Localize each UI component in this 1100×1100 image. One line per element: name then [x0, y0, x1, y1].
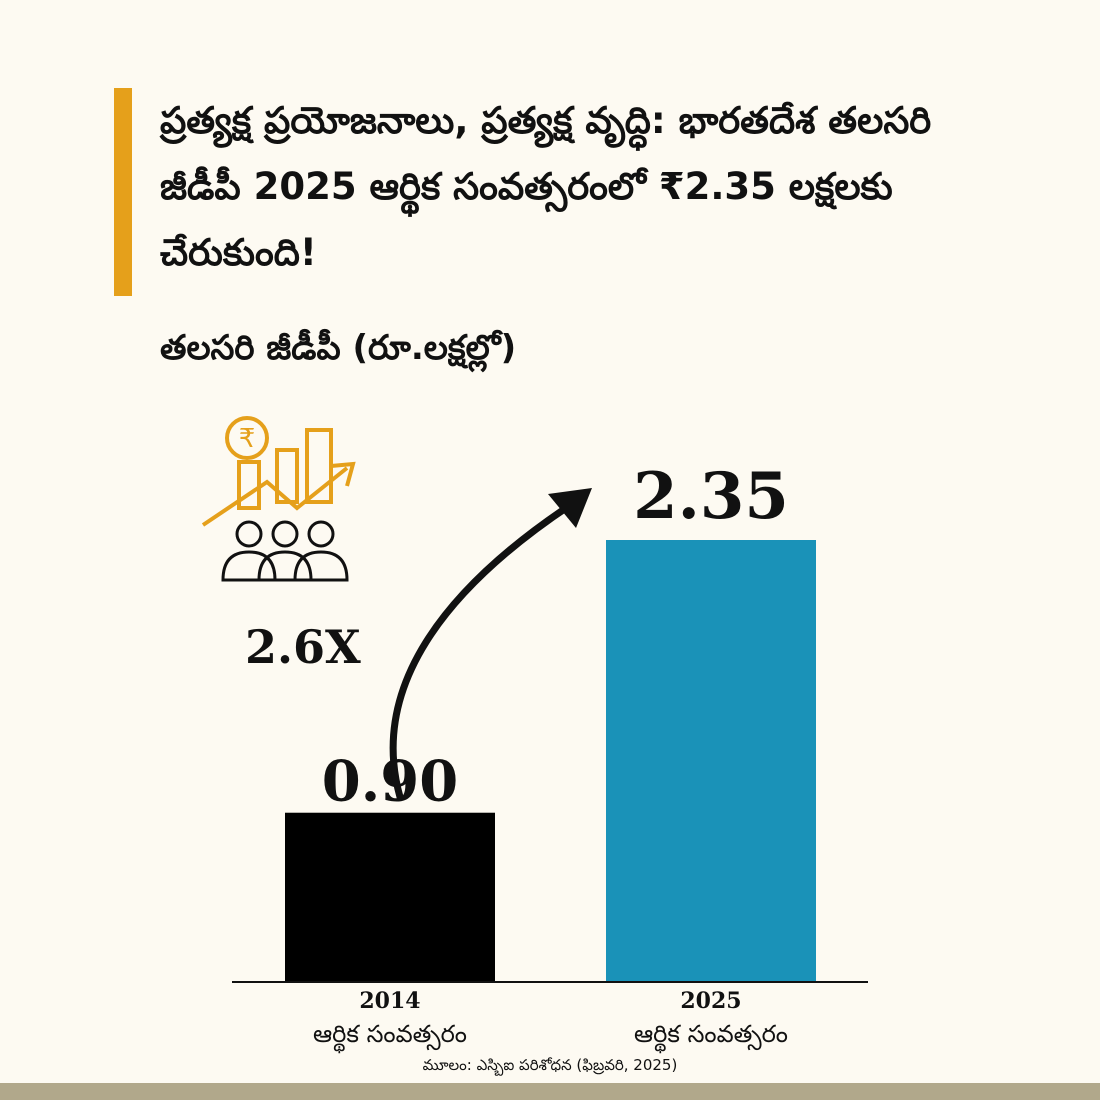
category-year-2014: 2014 — [359, 988, 420, 1014]
title-block: ప్రత్యక్ష ప్రయోజనాలు, ప్రత్యక్ష వృద్ధి: … — [114, 88, 980, 296]
svg-text:₹: ₹ — [239, 424, 256, 454]
growth-multiplier-label: 2.6X — [245, 620, 361, 674]
bottom-bar — [0, 1083, 1100, 1100]
rupee-growth-people-icon: ₹ — [201, 416, 356, 582]
bar-2014 — [285, 812, 495, 982]
category-sublabel-2025: ఆర్థిక సంవత్సరం — [634, 1020, 788, 1054]
growth-arrow — [389, 496, 582, 801]
bar-2025 — [606, 540, 816, 982]
category-year-2025: 2025 — [680, 988, 741, 1014]
source-note: మూలం: ఎస్బిఐ పరిశోధన (ఫిబ్రవరి, 2025) — [422, 1056, 678, 1074]
growth-arrow-head — [548, 488, 592, 528]
chart-subtitle: తలసరి జీడీపీ (రూ.లక్షల్లో) — [160, 328, 517, 368]
value-label-2025: 2.35 — [633, 459, 789, 534]
page-title: ప్రత్యక్ష ప్రయోజనాలు, ప్రత్యక్ష వృద్ధి: … — [160, 99, 932, 274]
category-sublabel-2014: ఆర్థిక సంవత్సరం — [313, 1020, 467, 1054]
